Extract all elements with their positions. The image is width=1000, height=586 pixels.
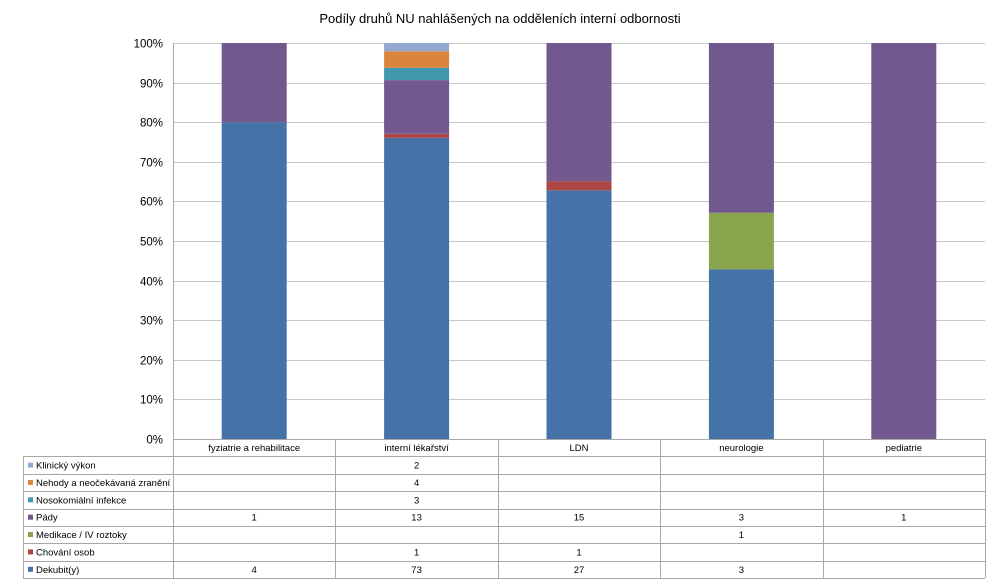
bar-segment-dekubit-y xyxy=(384,137,450,439)
y-tick-label: 60% xyxy=(140,197,163,209)
data-label: 15 xyxy=(574,513,585,524)
legend-key-nosokomialni-infekce xyxy=(28,497,33,503)
bar-segment-chovani-osob xyxy=(384,133,450,138)
legend-label: Klinický výkon xyxy=(36,461,96,472)
bar-segment-pady xyxy=(871,43,937,439)
bars xyxy=(221,43,937,439)
legend-label: Medikace / IV roztoky xyxy=(36,530,127,541)
data-label: 1 xyxy=(252,513,257,524)
data-label: 1 xyxy=(576,547,581,558)
x-category-label: LDN xyxy=(569,443,588,454)
legend-key-dekubit-y xyxy=(28,566,33,572)
bar-segment-pady xyxy=(546,43,612,182)
x-category-label: pediatrie xyxy=(886,443,922,454)
data-label: 27 xyxy=(574,565,585,576)
bar-segment-dekubit-y xyxy=(546,190,612,439)
y-tick-label: 50% xyxy=(140,237,163,249)
x-category-label: fyziatrie a rehabilitace xyxy=(208,443,300,454)
y-axis-tick-labels: 0% 10% 20% 30% 40% 50% 60% 70% 80% 90% 100% xyxy=(134,39,163,447)
y-tick-label: 10% xyxy=(140,395,163,407)
data-label: 4 xyxy=(414,478,419,489)
legend-key-nehody-a-neocekavana-zraneni xyxy=(28,479,33,485)
legend-key-pady xyxy=(28,514,33,520)
legend-key-chovani-osob xyxy=(28,549,33,555)
y-tick-label: 30% xyxy=(140,316,163,328)
y-tick-label: 40% xyxy=(140,277,163,289)
y-tick-label: 100% xyxy=(134,39,163,51)
bar-segment-pady xyxy=(384,80,450,134)
x-category-label: interní lékařství xyxy=(384,443,449,454)
data-label: 2 xyxy=(414,461,419,472)
data-label: 1 xyxy=(414,547,419,558)
bar-segment-chovani-osob xyxy=(546,181,612,191)
legend-label: Dekubit(y) xyxy=(36,565,79,576)
x-category-label: neurologie xyxy=(719,443,763,454)
data-label: 3 xyxy=(739,513,744,524)
legend-label: Pády xyxy=(36,513,58,524)
data-label: 3 xyxy=(739,565,744,576)
bar-segment-pady xyxy=(221,43,287,123)
bar-segment-nosokomialni-infekce xyxy=(384,67,450,81)
y-tick-label: 70% xyxy=(140,158,163,170)
bar-segment-dekubit-y xyxy=(708,269,774,439)
chart-title: Podíly druhů NU nahlášených na odděleníc… xyxy=(319,11,680,26)
bar-segment-medikace-iv-roztoky xyxy=(708,212,774,270)
y-tick-label: 20% xyxy=(140,356,163,368)
data-label: 13 xyxy=(411,513,422,524)
bar-segment-klinicky-vykon xyxy=(384,43,450,52)
bar-segment-pady xyxy=(708,43,774,213)
data-label: 4 xyxy=(252,565,257,576)
data-label: 73 xyxy=(411,565,422,576)
legend-key-klinicky-vykon xyxy=(28,462,33,468)
y-tick-label: 0% xyxy=(146,435,163,447)
legend-label: Nosokomiální infekce xyxy=(36,495,126,506)
legend-label: Nehody a neočekávaná zranění xyxy=(36,478,171,489)
y-tick-label: 90% xyxy=(140,79,163,91)
data-label: 3 xyxy=(414,495,419,506)
legend-label: Chování osob xyxy=(36,547,95,558)
bar-segment-dekubit-y xyxy=(221,122,287,439)
bar-segment-nehody-a-neocekavana-zraneni xyxy=(384,51,450,68)
data-label: 1 xyxy=(739,530,744,541)
data-table: fyziatrie a rehabilitace interní lékařstv… xyxy=(23,439,986,579)
legend-key-medikace-iv-roztoky xyxy=(28,532,33,538)
y-tick-label: 80% xyxy=(140,118,163,130)
data-label: 1 xyxy=(901,513,906,524)
